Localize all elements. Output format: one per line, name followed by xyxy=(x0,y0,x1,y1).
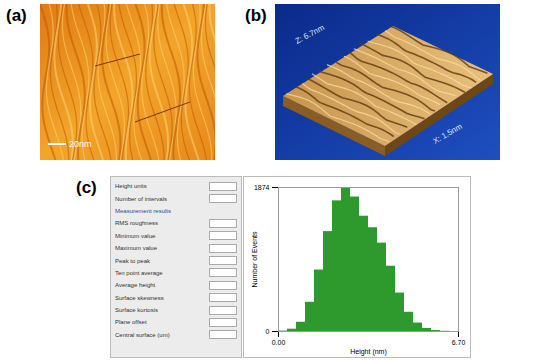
svg-text:X: 1.5nm: X: 1.5nm xyxy=(432,122,465,146)
html-text:Average height: Average height xyxy=(115,282,156,289)
html-text:Central surface (um): Central surface (um) xyxy=(115,331,170,338)
svg-text:20nm: 20nm xyxy=(69,139,92,149)
html-text:(b): (b) xyxy=(245,6,267,25)
html-text:Plane offset: Plane offset xyxy=(115,319,147,326)
html-text:Surface skewness: Surface skewness xyxy=(115,294,164,301)
html-text:Height units: Height units xyxy=(115,183,147,190)
html-text:(a): (a) xyxy=(6,6,27,25)
svg-text:1874: 1874 xyxy=(254,184,270,191)
html-text:Measurement results: Measurement results xyxy=(115,208,171,214)
html-text:Surface kurtosis: Surface kurtosis xyxy=(115,307,158,314)
svg-text:Z: 6.7nm: Z: 6.7nm xyxy=(294,23,326,46)
html-text:Peak to peak: Peak to peak xyxy=(115,257,150,264)
svg-text:0: 0 xyxy=(266,328,270,335)
html-text:(c): (c) xyxy=(76,178,97,197)
svg-text:6.70: 6.70 xyxy=(452,339,466,346)
html-text:Number of intervals: Number of intervals xyxy=(115,195,167,202)
html-text:Ten point average: Ten point average xyxy=(115,269,163,276)
svg-text:Height (nm): Height (nm) xyxy=(350,348,387,356)
svg-text:Number of Events: Number of Events xyxy=(251,231,258,288)
html-text:RMS roughness: RMS roughness xyxy=(115,220,158,227)
html-text:Minimum value: Minimum value xyxy=(115,232,156,239)
html-text:Maximum value: Maximum value xyxy=(115,245,157,252)
svg-text:0.00: 0.00 xyxy=(272,339,286,346)
